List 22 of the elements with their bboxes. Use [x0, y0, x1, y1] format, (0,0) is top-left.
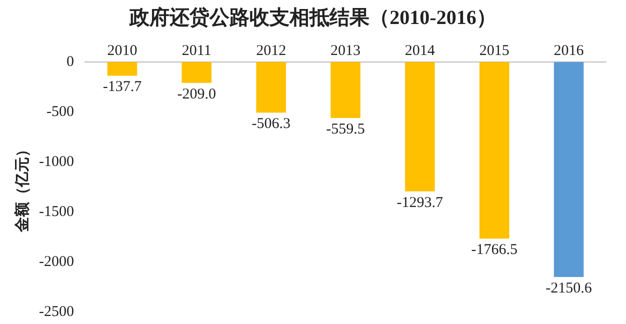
data-label: -2150.6	[546, 280, 592, 296]
y-tick-label: -2500	[38, 304, 74, 320]
y-tick-label: -500	[46, 104, 74, 120]
data-label: -1293.7	[396, 194, 444, 211]
x-tick-label: 2010	[107, 42, 138, 59]
y-tick-label: -2000	[38, 254, 74, 270]
x-tick-label: 2016	[554, 42, 584, 59]
y-tick-label: -1500	[38, 204, 74, 220]
y-tick-label: 0	[66, 54, 74, 70]
x-tick-label: 2014	[404, 42, 436, 59]
data-label: -506.3	[252, 116, 290, 132]
x-tick-label: 2015	[479, 42, 510, 59]
data-label: -559.5	[326, 121, 365, 138]
data-label: -137.7	[102, 79, 142, 96]
data-label: -209.0	[177, 86, 216, 102]
x-tick-label: 2012	[256, 42, 286, 59]
chart-title: 政府还贷公路收支相抵结果（2010-2016）	[128, 6, 498, 31]
x-tick-label: 2011	[182, 42, 212, 59]
x-tick-label: 2013	[330, 42, 360, 59]
y-axis-title: 金额（亿元）	[12, 142, 31, 233]
y-tick-label: -1000	[38, 154, 74, 170]
data-label: -1766.5	[471, 242, 518, 258]
